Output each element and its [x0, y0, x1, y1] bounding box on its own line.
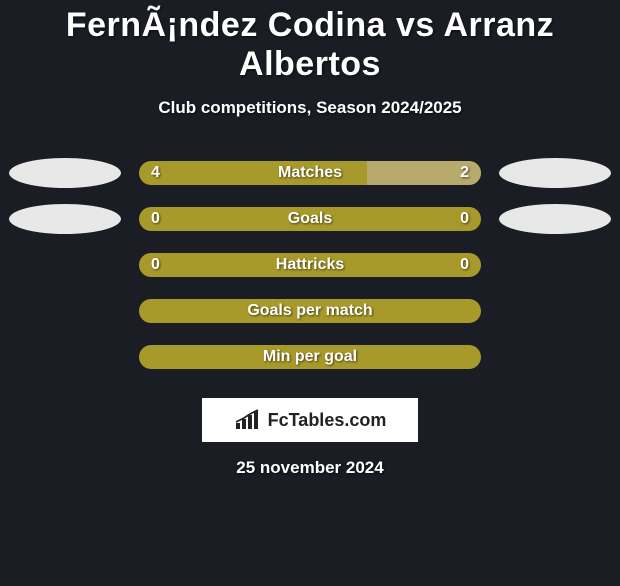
- stat-category-label: Goals: [288, 210, 332, 228]
- chart-icon: [234, 409, 264, 431]
- source-logo: FcTables.com: [202, 398, 418, 442]
- player-right-ellipse: [499, 158, 611, 188]
- stat-category-label: Matches: [278, 164, 342, 182]
- date-label: 25 november 2024: [0, 458, 620, 478]
- stat-category-label: Hattricks: [276, 256, 344, 274]
- comparison-row: 4 2 Matches: [0, 150, 620, 196]
- stat-bar: Goals per match: [139, 299, 481, 323]
- player-left-ellipse: [9, 204, 121, 234]
- page-subtitle: Club competitions, Season 2024/2025: [0, 98, 620, 118]
- stat-category-label: Goals per match: [247, 302, 372, 320]
- stat-category-label: Min per goal: [263, 348, 357, 366]
- stat-left-value: 4: [151, 164, 160, 182]
- stat-bar: 0 0 Hattricks: [139, 253, 481, 277]
- stat-right-value: 2: [460, 164, 469, 182]
- comparison-row: 0 0 Goals: [0, 196, 620, 242]
- stat-bar: 0 0 Goals: [139, 207, 481, 231]
- player-right-ellipse: [499, 204, 611, 234]
- stat-left-value: 0: [151, 210, 160, 228]
- page-title: FernÃ¡ndez Codina vs Arranz Albertos: [0, 6, 620, 84]
- stat-right-value: 0: [460, 256, 469, 274]
- comparison-row: Goals per match: [0, 288, 620, 334]
- stat-right-value: 0: [460, 210, 469, 228]
- player-left-ellipse: [9, 158, 121, 188]
- comparison-row: Min per goal: [0, 334, 620, 380]
- comparison-rows: 4 2 Matches 0 0 Goals 0 0 Hattricks Goals per mat…: [0, 150, 620, 380]
- source-logo-text: FcTables.com: [268, 410, 387, 431]
- comparison-row: 0 0 Hattricks: [0, 242, 620, 288]
- stat-bar: Min per goal: [139, 345, 481, 369]
- stat-left-value: 0: [151, 256, 160, 274]
- stat-bar: 4 2 Matches: [139, 161, 481, 185]
